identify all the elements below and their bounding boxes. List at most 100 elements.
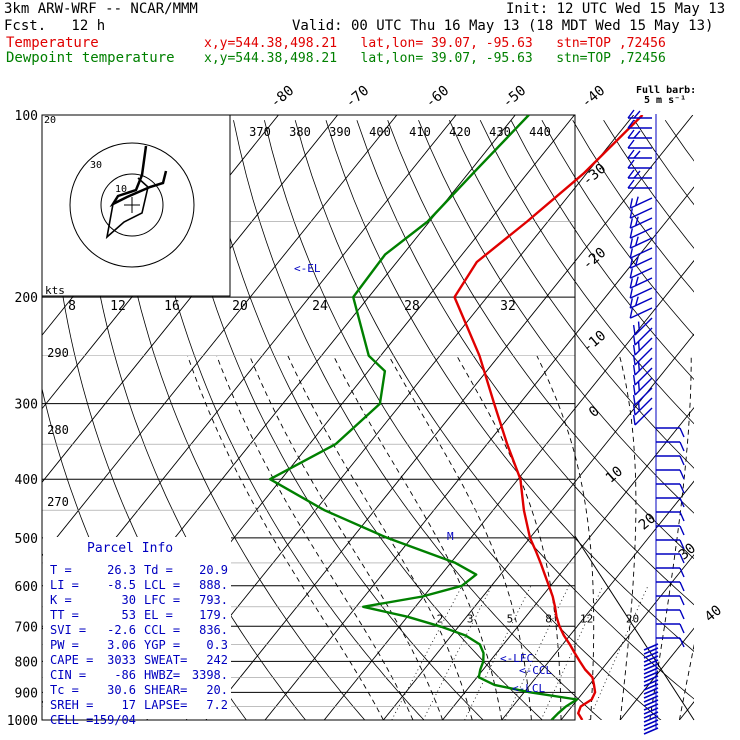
hodograph-ring-label: 32 — [500, 299, 516, 314]
dry-adiabat — [202, 120, 543, 720]
dry-adiabat — [356, 120, 694, 606]
wind-barb — [629, 287, 653, 299]
parcel-index-value: 3.06 — [107, 638, 136, 652]
lfc-marker: <-LFC — [500, 652, 533, 665]
level-annotations: <-EL <-LFC<-CCL <-LCL M — [294, 262, 552, 695]
wind-barb — [643, 647, 659, 655]
parcel-index-value: 30.6 — [107, 683, 136, 697]
wind-barb — [643, 703, 659, 711]
parcel-index-label: PW = — [50, 638, 79, 652]
wind-barb — [643, 695, 659, 703]
isotherm-label: -60 — [423, 83, 453, 112]
valid-time: Valid: 00 UTC Thu 16 May 13 (18 MDT Wed … — [292, 18, 714, 34]
parcel-index-label: HWBZ= — [144, 668, 180, 682]
parcel-index-value: 3398. — [192, 668, 228, 682]
isotherm-label: -10 — [580, 328, 610, 357]
parcel-index-value: 159/04 — [93, 713, 136, 727]
wind-barb — [643, 715, 659, 723]
pressure-label: 900 — [15, 686, 38, 701]
lcl-marker: <-LCL — [512, 682, 545, 695]
parcel-index-label: SWEAT= — [144, 653, 187, 667]
pressure-label: 700 — [15, 620, 38, 635]
wind-barb — [656, 427, 685, 438]
parcel-index-label: CCL = — [144, 623, 180, 637]
el-marker: <-EL — [294, 262, 321, 275]
parcel-index-value: -8.5 — [107, 578, 136, 592]
moist-adiabat — [216, 355, 414, 720]
parcel-index-label: TT = — [50, 608, 79, 622]
wind-barb — [656, 441, 685, 452]
wind-barb — [629, 256, 653, 269]
pressure-label: 100 — [15, 109, 38, 124]
isotherm-label: -40 — [579, 83, 609, 112]
wind-barb — [629, 216, 653, 229]
isotherm-label: 0 — [586, 403, 603, 421]
parcel-index-label: LFC = — [144, 593, 180, 607]
dewpoint-location: x,y=544.38,498.21 lat,lon= 39.07, -95.63… — [204, 51, 666, 66]
dry-adiabat — [387, 120, 694, 560]
parcel-index-value: 836. — [199, 623, 228, 637]
isotherm-label: 40 — [702, 602, 725, 625]
dewpoint-legend: Dewpoint temperature — [6, 50, 175, 66]
ccl-marker: <-CCL — [519, 664, 552, 677]
isotherm-label: -50 — [500, 83, 530, 112]
moist-adiabat — [249, 355, 444, 720]
wind-barb — [656, 637, 685, 648]
parcel-index-label: LI = — [50, 578, 79, 592]
mixing-height-marker: M — [447, 530, 454, 543]
wind-barb — [643, 719, 659, 727]
wind-barb — [627, 159, 652, 169]
wind-barb — [629, 247, 653, 259]
parcel-index-label: K = — [50, 593, 72, 607]
wind-barb — [632, 327, 653, 346]
wind-barb — [656, 595, 685, 606]
wind-barb — [656, 483, 685, 494]
parcel-index-label: LCL = — [144, 578, 180, 592]
isotherm-label: 10 — [603, 463, 626, 486]
pressure-label: 400 — [15, 473, 38, 488]
model-title: 3km ARW-WRF -- NCAR/MMM — [4, 1, 198, 17]
parcel-index-label: SVI = — [50, 623, 86, 637]
parcel-index-label: CAPE = — [50, 653, 93, 667]
parcel-index-label: CELL = — [50, 713, 93, 727]
wind-barb — [629, 196, 653, 209]
init-time: Init: 12 UTC Wed 15 May 13 — [506, 1, 726, 17]
dry-adiabat — [140, 120, 425, 720]
isotherm-line — [264, 186, 694, 720]
wind-barb — [643, 643, 659, 651]
mixing-ratio-label: 8 — [545, 612, 552, 625]
mixing-ratio-line — [422, 585, 493, 720]
hodograph-label: kts — [45, 284, 65, 297]
isotherm-line — [42, 115, 398, 557]
dewpoint-profile — [268, 115, 579, 720]
dry-adiabat — [109, 120, 366, 720]
wind-barb — [656, 567, 685, 578]
wind-barb — [643, 679, 659, 687]
wind-barb — [627, 109, 652, 119]
parcel-index-label: CIN = — [50, 668, 86, 682]
wind-barb — [643, 667, 659, 675]
moist-adiabat — [678, 643, 694, 720]
parcel-index-label: EL = — [144, 608, 173, 622]
wind-barb — [643, 683, 659, 691]
dry-adiabat — [233, 120, 603, 720]
wind-barb — [629, 207, 653, 219]
wind-barb — [632, 397, 653, 416]
mixing-ratio-label: 2 — [437, 612, 444, 625]
wind-barb — [656, 623, 685, 634]
parcel-index-label: SREH = — [50, 698, 93, 712]
wind-barb — [632, 367, 653, 386]
wind-barb — [656, 539, 685, 550]
parcel-index-label: Td = — [144, 563, 173, 577]
theta-label: 290 — [47, 346, 69, 360]
dry-adiabat — [171, 120, 484, 720]
wind-barb-legend-title: Full barb: — [636, 85, 696, 96]
dry-adiabat — [634, 119, 694, 206]
hodograph-ring — [100, 173, 164, 237]
theta-label: 430 — [489, 125, 511, 139]
moist-adiabat — [287, 355, 473, 720]
wind-barb — [643, 699, 659, 707]
mixing-ratio-label: 12 — [580, 612, 593, 625]
